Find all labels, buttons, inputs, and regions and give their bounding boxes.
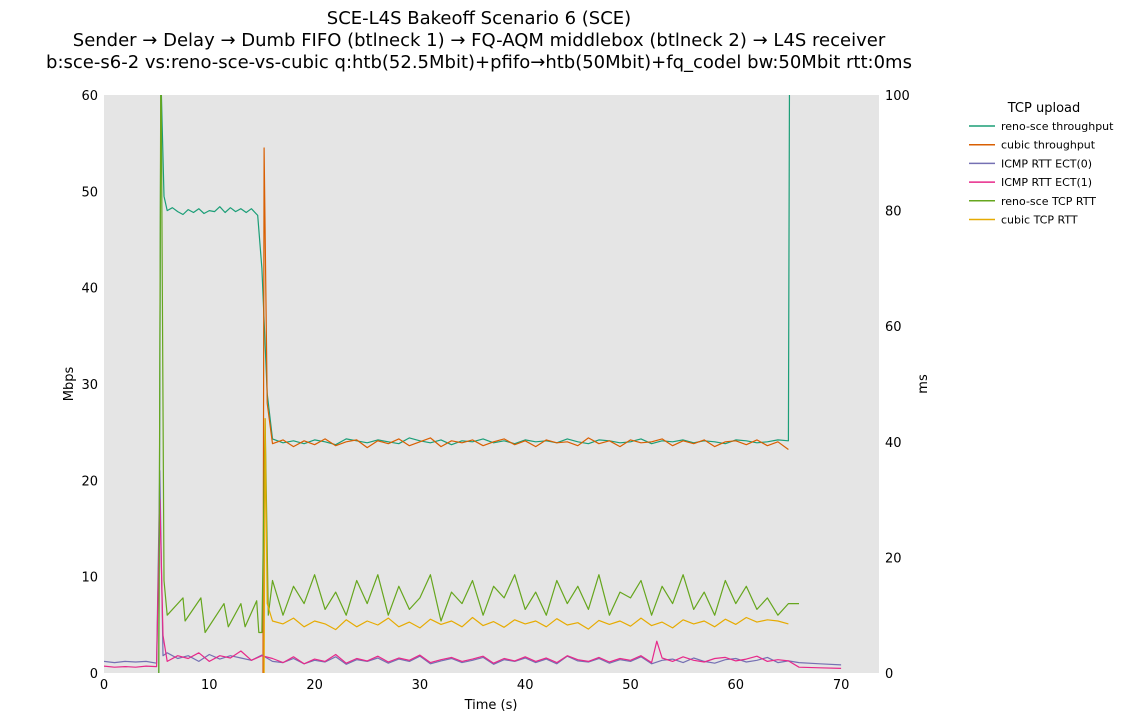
x-tick-label: 40	[517, 678, 534, 693]
series-line-cubic-tcp-rtt	[263, 418, 789, 673]
x-tick-label: 70	[833, 678, 850, 693]
series-line-reno-sce-tcp-rtt	[158, 95, 799, 673]
axes: 0 10 20 30 40 50 60 70 0 10 20 30 40 50 60 0 20 40 60 80 100	[81, 89, 909, 693]
y-tick-label-right: 40	[885, 436, 902, 451]
legend: TCP upload reno-sce throughput cubic thro…	[969, 101, 1114, 227]
y-tick-label-left: 50	[81, 185, 98, 200]
y-tick-label-left: 0	[90, 667, 98, 682]
x-tick-label: 0	[100, 678, 108, 693]
legend-entry: cubic throughput	[1001, 139, 1096, 152]
chart-title-line-1: SCE-L4S Bakeoff Scenario 6 (SCE)	[327, 8, 631, 29]
x-tick-label: 30	[412, 678, 429, 693]
y-tick-label-right: 0	[885, 667, 893, 682]
x-tick-label: 60	[728, 678, 745, 693]
legend-entry: cubic TCP RTT	[1001, 214, 1078, 227]
legend-entry: reno-sce throughput	[1001, 120, 1114, 133]
series-line-cubic-throughput	[262, 147, 789, 673]
y-tick-label-right: 20	[885, 551, 902, 566]
plot-area	[104, 95, 879, 673]
y-tick-label-right: 100	[885, 89, 910, 104]
chart-title-line-3: b:sce-s6-2 vs:reno-sce-vs-cubic q:htb(52…	[46, 52, 912, 73]
legend-entry: ICMP RTT ECT(1)	[1001, 176, 1092, 189]
y-tick-label-left: 60	[81, 89, 98, 104]
y-tick-label-left: 10	[81, 571, 98, 586]
x-tick-label: 50	[622, 678, 639, 693]
y-tick-label-left: 30	[81, 378, 98, 393]
y-axis-label-right: ms	[916, 374, 931, 394]
legend-entry: ICMP RTT ECT(0)	[1001, 157, 1092, 170]
chart-title-line-2: Sender → Delay → Dumb FIFO (btlneck 1) →…	[73, 30, 886, 51]
y-tick-label-left: 40	[81, 282, 98, 297]
x-axis-label: Time (s)	[464, 698, 518, 713]
series-line-icmp-rtt-ect-0-	[104, 470, 842, 666]
legend-title: TCP upload	[1007, 101, 1081, 116]
x-tick-label: 20	[306, 678, 323, 693]
series-lines	[104, 95, 842, 673]
y-tick-label-right: 80	[885, 205, 902, 220]
series-line-icmp-rtt-ect-1-	[104, 499, 842, 669]
y-tick-label-left: 20	[81, 474, 98, 489]
x-tick-label: 10	[201, 678, 218, 693]
legend-entry: reno-sce TCP RTT	[1001, 195, 1096, 208]
y-tick-label-right: 60	[885, 320, 902, 335]
y-axis-label-left: Mbps	[62, 367, 77, 402]
series-line-reno-sce-throughput	[158, 95, 791, 673]
